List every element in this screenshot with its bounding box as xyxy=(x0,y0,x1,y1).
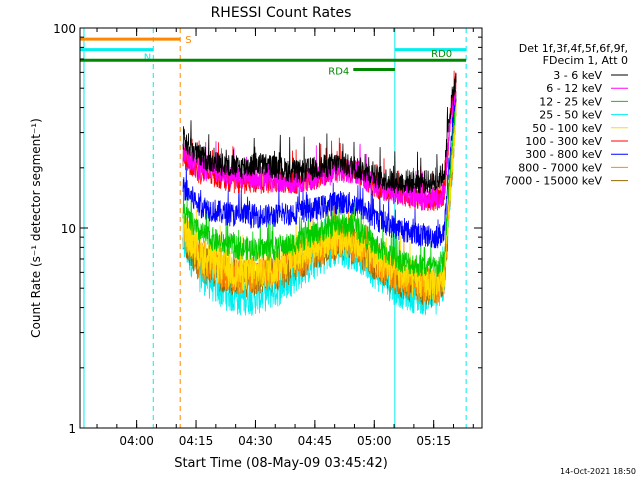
x-tick-label-2: 04:30 xyxy=(238,434,273,448)
x-tick-label-0: 04:00 xyxy=(119,434,154,448)
legend-label-8: 7000 - 15000 keV xyxy=(504,175,602,188)
legend-label-6: 300 - 800 keV xyxy=(525,148,602,161)
legend-label-0: 3 - 6 keV xyxy=(553,69,602,82)
x-tick-label-3: 04:45 xyxy=(298,434,333,448)
legend-label-3: 25 - 50 keV xyxy=(539,109,602,122)
chart-title: RHESSI Count Rates xyxy=(211,5,352,21)
legend-header-line-2: FDecim 1, Att 0 xyxy=(543,54,628,67)
y-tick-label-2: 100 xyxy=(53,22,76,36)
x-tick-label-5: 05:15 xyxy=(416,434,451,448)
series-line-0 xyxy=(182,72,457,194)
y-axis-label: Count Rate (s⁻¹ detector segment⁻¹) xyxy=(29,118,43,338)
y-tick-label-0: 1 xyxy=(68,422,76,436)
plot-frame xyxy=(79,27,483,429)
x-tick-label-4: 05:00 xyxy=(357,434,392,448)
legend-label-1: 6 - 12 keV xyxy=(546,82,602,95)
axes: 04:00 04:15 04:30 04:45 05:00 05:15 1 10 100 xyxy=(53,22,482,448)
legend: Det 1f,3f,4f,5f,6f,9f, FDecim 1, Att 0 3… xyxy=(504,42,628,188)
state-bar-label-3: RD0 xyxy=(431,49,452,60)
marker-lines xyxy=(83,28,467,428)
x-axis-label: Start Time (08-May-09 03:45:42) xyxy=(174,456,388,471)
legend-label-5: 100 - 300 keV xyxy=(525,135,602,148)
state-bar-label-0: S xyxy=(185,35,191,46)
series-line-2 xyxy=(182,80,457,278)
state-bars: S N RD0 RD4 xyxy=(80,35,467,78)
legend-header-line-1: Det 1f,3f,4f,5f,6f,9f, xyxy=(519,42,628,55)
series-line-4 xyxy=(182,95,457,301)
timestamp: 14-Oct-2021 18:50 xyxy=(560,467,636,476)
state-bar-label-1: N xyxy=(144,53,151,64)
series-line-6 xyxy=(182,85,457,249)
legend-label-7: 800 - 7000 keV xyxy=(518,161,602,174)
x-tick-label-1: 04:15 xyxy=(179,434,214,448)
series-layer xyxy=(182,70,457,317)
state-bar-label-4: RD4 xyxy=(328,67,349,78)
legend-label-4: 50 - 100 keV xyxy=(532,122,602,135)
legend-label-2: 12 - 25 keV xyxy=(539,95,602,108)
y-tick-label-1: 10 xyxy=(61,222,76,236)
